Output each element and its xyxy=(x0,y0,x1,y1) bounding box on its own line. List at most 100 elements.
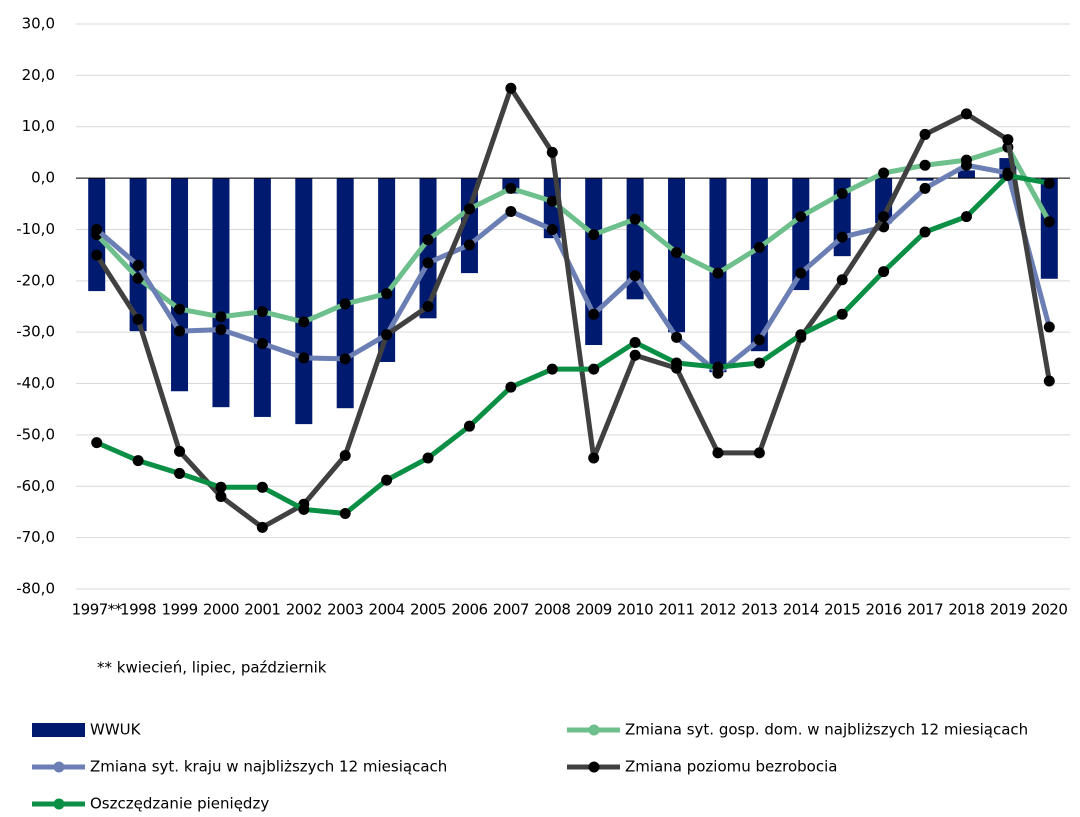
legend-label: WWUK xyxy=(90,721,142,739)
point xyxy=(629,213,641,225)
point xyxy=(339,298,351,310)
bar xyxy=(295,178,313,425)
x-tick-label: 1997** xyxy=(72,601,123,619)
line xyxy=(95,173,1050,516)
point xyxy=(836,188,848,199)
x-tick-label: 2008 xyxy=(534,601,570,619)
point xyxy=(132,272,144,284)
line xyxy=(95,162,1052,376)
x-tick-label: 2010 xyxy=(617,601,653,619)
point xyxy=(753,357,765,369)
point xyxy=(588,363,600,375)
point xyxy=(174,467,186,479)
point xyxy=(960,108,972,120)
point xyxy=(463,420,475,432)
x-tick-label: 2020 xyxy=(1031,601,1067,619)
point xyxy=(795,267,807,279)
bar xyxy=(957,170,975,179)
bar xyxy=(792,178,810,291)
x-tick-label: 2017 xyxy=(907,601,943,619)
point xyxy=(629,349,641,361)
line xyxy=(94,144,1052,325)
y-tick-label: -60,0 xyxy=(16,477,55,495)
point xyxy=(132,455,144,467)
point xyxy=(546,223,558,235)
point xyxy=(919,226,931,238)
legend-label: Oszczędzanie pieniędzy xyxy=(90,795,269,813)
point xyxy=(132,313,144,325)
point xyxy=(505,182,517,194)
x-tick-label: 2016 xyxy=(866,601,902,619)
point xyxy=(174,325,186,337)
point xyxy=(422,301,434,312)
x-tick-label: 2011 xyxy=(658,601,694,619)
point xyxy=(91,437,103,449)
point xyxy=(381,288,393,300)
point xyxy=(215,311,227,323)
point xyxy=(215,324,227,336)
footnote: ** kwiecień, lipiec, październik xyxy=(97,659,327,677)
y-tick-label: -80,0 xyxy=(16,580,55,598)
x-tick-label: 2012 xyxy=(700,601,736,619)
point xyxy=(463,203,475,215)
bar xyxy=(378,178,396,362)
point xyxy=(1002,134,1014,146)
point xyxy=(919,128,931,140)
x-tick-label: 1999 xyxy=(161,601,197,619)
point xyxy=(422,234,434,246)
point xyxy=(795,211,807,223)
point xyxy=(671,331,683,343)
point xyxy=(505,82,517,94)
point xyxy=(339,353,351,365)
point xyxy=(588,308,600,320)
y-tick-label: 10,0 xyxy=(22,117,55,135)
point xyxy=(629,270,641,282)
point xyxy=(298,352,310,364)
point xyxy=(919,182,931,194)
y-tick-label: 0,0 xyxy=(31,169,55,187)
point xyxy=(1043,216,1055,228)
point xyxy=(256,521,268,533)
y-tick-label: -70,0 xyxy=(16,528,55,546)
legend-label: Zmiana syt. kraju w najbliższych 12 mies… xyxy=(90,758,447,776)
x-tick-label: 2001 xyxy=(244,601,280,619)
bar xyxy=(626,178,644,300)
point xyxy=(1002,170,1014,182)
point xyxy=(91,249,103,261)
point xyxy=(463,239,475,251)
legend-swatch xyxy=(32,723,85,737)
legend-marker xyxy=(588,724,600,736)
point xyxy=(795,329,807,341)
point xyxy=(215,481,227,493)
x-tick-label: 2018 xyxy=(948,601,984,619)
x-tick-label: 2002 xyxy=(286,601,322,619)
line xyxy=(94,85,1052,530)
point xyxy=(1043,321,1055,333)
point xyxy=(422,452,434,464)
point xyxy=(132,259,144,271)
point xyxy=(629,336,641,348)
y-tick-label: -20,0 xyxy=(16,271,55,289)
point xyxy=(878,266,890,278)
point xyxy=(256,337,268,349)
y-tick-label: 30,0 xyxy=(22,15,55,33)
legend-marker xyxy=(53,761,65,773)
point xyxy=(339,449,351,461)
point xyxy=(671,247,683,259)
point xyxy=(878,167,890,179)
bar xyxy=(212,178,230,408)
point xyxy=(753,334,765,346)
bar xyxy=(253,178,271,417)
x-tick-label: 2019 xyxy=(990,601,1026,619)
bar xyxy=(585,178,603,346)
point xyxy=(298,503,310,515)
x-tick-label: 2005 xyxy=(410,601,446,619)
point xyxy=(671,357,683,369)
x-tick-label: 2007 xyxy=(493,601,529,619)
y-tick-label: -30,0 xyxy=(16,323,55,341)
point xyxy=(91,223,103,235)
point xyxy=(836,274,848,286)
y-tick-label: -40,0 xyxy=(16,374,55,392)
point xyxy=(256,481,268,493)
